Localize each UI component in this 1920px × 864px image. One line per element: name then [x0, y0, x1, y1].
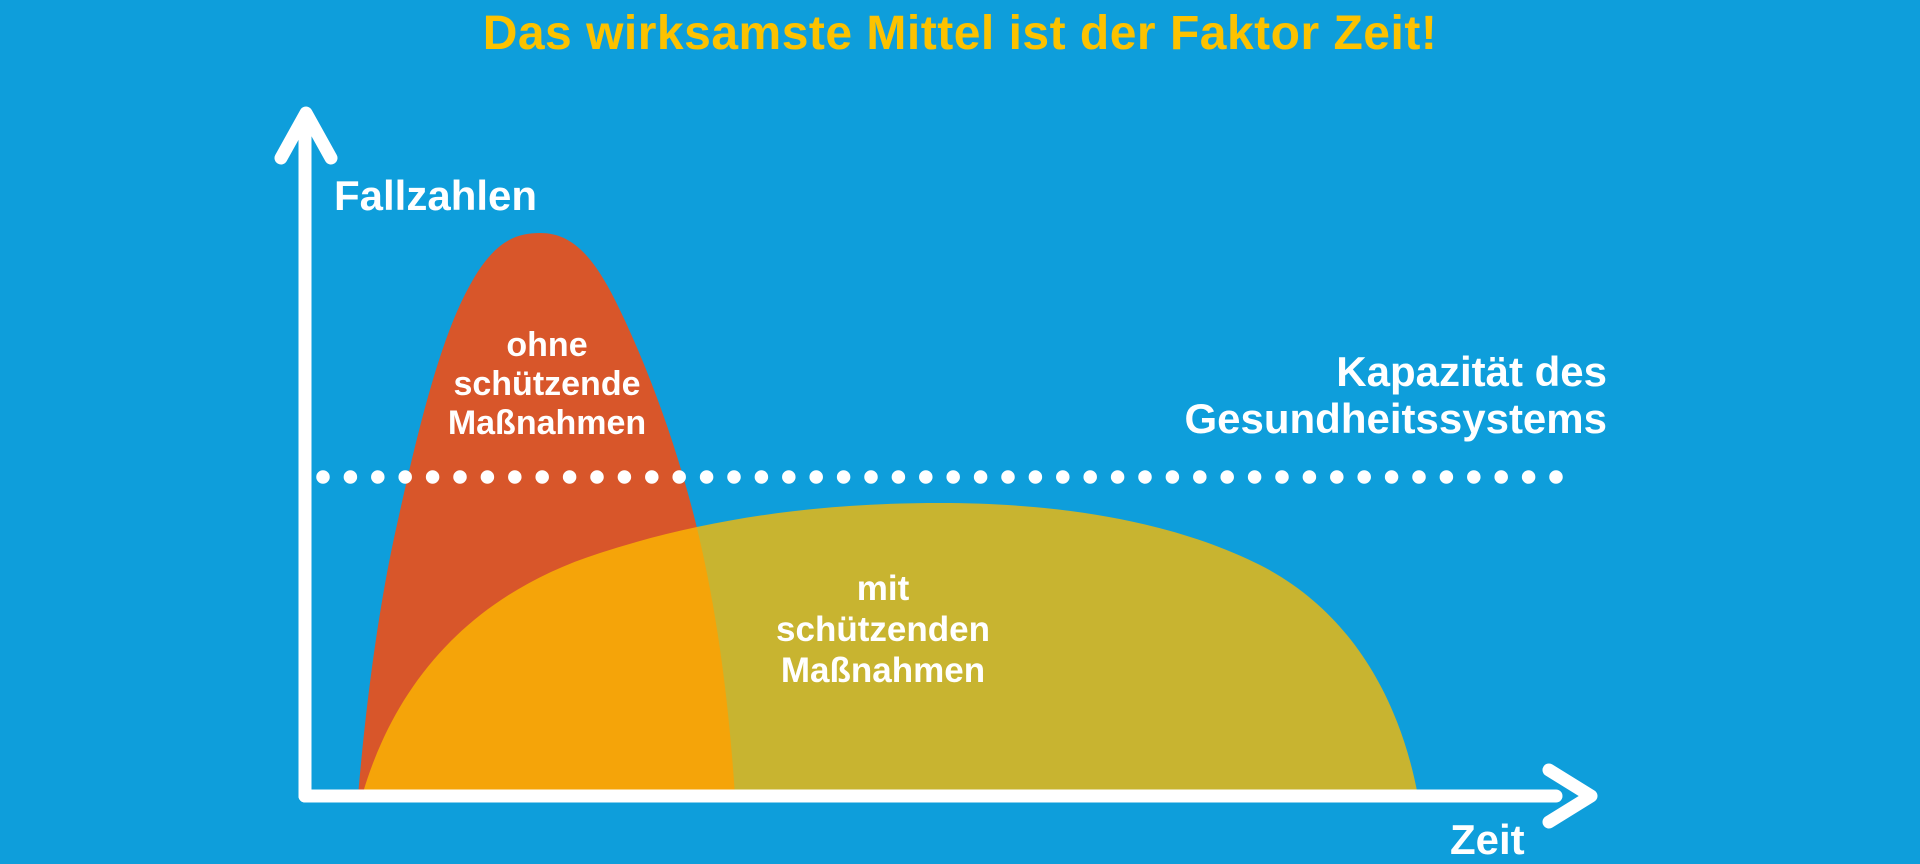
- y-axis-label: Fallzahlen: [334, 172, 538, 219]
- with-label-line2: schützenden: [776, 610, 990, 649]
- x-axis: [298, 763, 1598, 829]
- capacity-label-line2: Gesundheitssystems: [1184, 395, 1607, 442]
- curve-without-measures-label: ohne schützende Maßnahmen: [397, 326, 697, 443]
- without-label-line2: schützende: [453, 365, 641, 403]
- y-axis-arrow-icon: [274, 106, 338, 165]
- capacity-label: Kapazität des Gesundheitssystems: [1184, 348, 1607, 442]
- y-axis: [274, 106, 338, 803]
- chart-title: Das wirksamste Mittel ist der Faktor Zei…: [482, 7, 1438, 60]
- curve-with-measures: [362, 503, 1418, 796]
- x-axis-arrow-icon: [1542, 763, 1598, 829]
- without-label-line1: ohne: [506, 326, 588, 364]
- x-axis-label: Zeit: [1450, 816, 1525, 863]
- with-label-line1: mit: [856, 569, 910, 608]
- curve-with-measures-label: mit schützenden Maßnahmen: [733, 568, 1033, 691]
- with-label-line3: Maßnahmen: [780, 651, 986, 690]
- capacity-label-line1: Kapazität des: [1336, 348, 1607, 395]
- without-label-line3: Maßnahmen: [447, 404, 647, 442]
